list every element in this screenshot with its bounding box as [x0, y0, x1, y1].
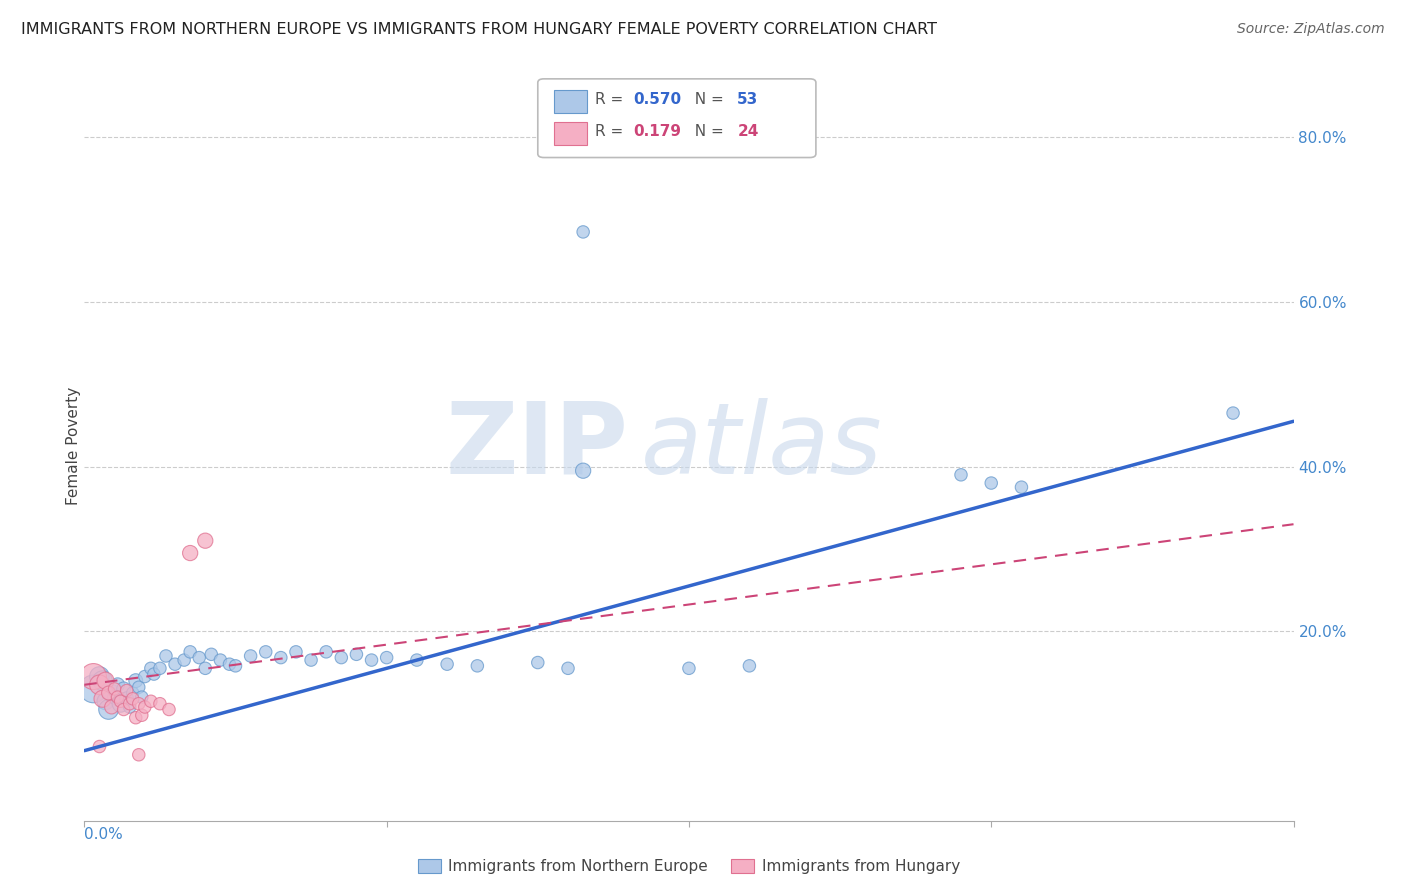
Point [139, 694, 162, 708]
Text: 0.570: 0.570 [633, 92, 682, 106]
Point [406, 653, 429, 667]
Point [89, 669, 111, 683]
Point [678, 661, 700, 675]
Point [218, 657, 240, 672]
Point [82, 681, 104, 696]
Point [1011, 480, 1033, 494]
Point [188, 650, 211, 665]
Point [89, 739, 111, 754]
Point [107, 690, 129, 705]
Point [179, 645, 201, 659]
Text: IMMIGRANTS FROM NORTHERN EUROPE VS IMMIGRANTS FROM HUNGARY FEMALE POVERTY CORREL: IMMIGRANTS FROM NORTHERN EUROPE VS IMMIG… [21, 22, 936, 37]
Text: ZIP: ZIP [446, 398, 628, 494]
Point [572, 225, 595, 239]
Point [94, 694, 117, 708]
FancyBboxPatch shape [554, 90, 588, 112]
Point [94, 673, 117, 688]
Point [115, 683, 138, 698]
Point [82, 669, 104, 683]
Text: 0.179: 0.179 [633, 124, 682, 139]
Text: N =: N = [685, 124, 728, 139]
Point [299, 653, 322, 667]
Point [139, 661, 162, 675]
Text: N =: N = [685, 92, 728, 106]
Point [128, 697, 150, 711]
Point [131, 708, 153, 723]
Point [173, 653, 195, 667]
Text: atlas: atlas [641, 398, 882, 494]
Text: Source: ZipAtlas.com: Source: ZipAtlas.com [1237, 22, 1385, 37]
Point [149, 661, 172, 675]
Point [375, 650, 398, 665]
Point [950, 467, 973, 482]
Point [121, 686, 143, 700]
Point [112, 681, 135, 696]
Point [179, 546, 201, 560]
Text: R =: R = [595, 124, 627, 139]
Point [91, 673, 114, 688]
Text: 0.0%: 0.0% [84, 827, 124, 842]
Point [270, 650, 292, 665]
Point [91, 691, 114, 706]
Point [572, 464, 595, 478]
Text: 24: 24 [737, 124, 759, 139]
Point [239, 648, 262, 663]
Point [436, 657, 458, 672]
Point [285, 645, 308, 659]
Point [104, 681, 127, 696]
Point [110, 697, 132, 711]
Point [110, 694, 132, 708]
Point [557, 661, 579, 675]
Point [149, 697, 172, 711]
Point [157, 702, 180, 716]
Point [125, 673, 148, 688]
Point [112, 702, 135, 716]
Point [225, 658, 247, 673]
Point [1222, 406, 1244, 420]
Point [527, 656, 550, 670]
Legend: Immigrants from Northern Europe, Immigrants from Hungary: Immigrants from Northern Europe, Immigra… [412, 853, 966, 880]
Point [980, 476, 1002, 491]
Point [97, 702, 120, 716]
Point [107, 678, 129, 692]
FancyBboxPatch shape [538, 78, 815, 158]
Point [194, 661, 217, 675]
Point [131, 690, 153, 705]
Point [100, 700, 122, 714]
Point [142, 667, 165, 681]
Y-axis label: Female Poverty: Female Poverty [66, 387, 80, 505]
Text: R =: R = [595, 92, 627, 106]
Point [118, 697, 141, 711]
Point [134, 669, 156, 683]
Point [254, 645, 277, 659]
Point [118, 700, 141, 714]
Point [165, 657, 187, 672]
Point [467, 658, 489, 673]
Point [121, 691, 143, 706]
Point [194, 533, 217, 548]
Point [200, 648, 222, 662]
Text: 53: 53 [737, 92, 759, 106]
Point [128, 680, 150, 694]
Point [155, 648, 177, 663]
Point [104, 690, 127, 705]
Point [89, 678, 111, 692]
FancyBboxPatch shape [554, 122, 588, 145]
Point [100, 686, 122, 700]
Point [209, 653, 232, 667]
Point [134, 700, 156, 714]
Point [125, 711, 148, 725]
Point [315, 645, 337, 659]
Point [346, 648, 368, 662]
Point [360, 653, 382, 667]
Point [97, 686, 120, 700]
Point [330, 650, 353, 665]
Point [738, 658, 761, 673]
Point [128, 747, 150, 762]
Point [115, 691, 138, 706]
